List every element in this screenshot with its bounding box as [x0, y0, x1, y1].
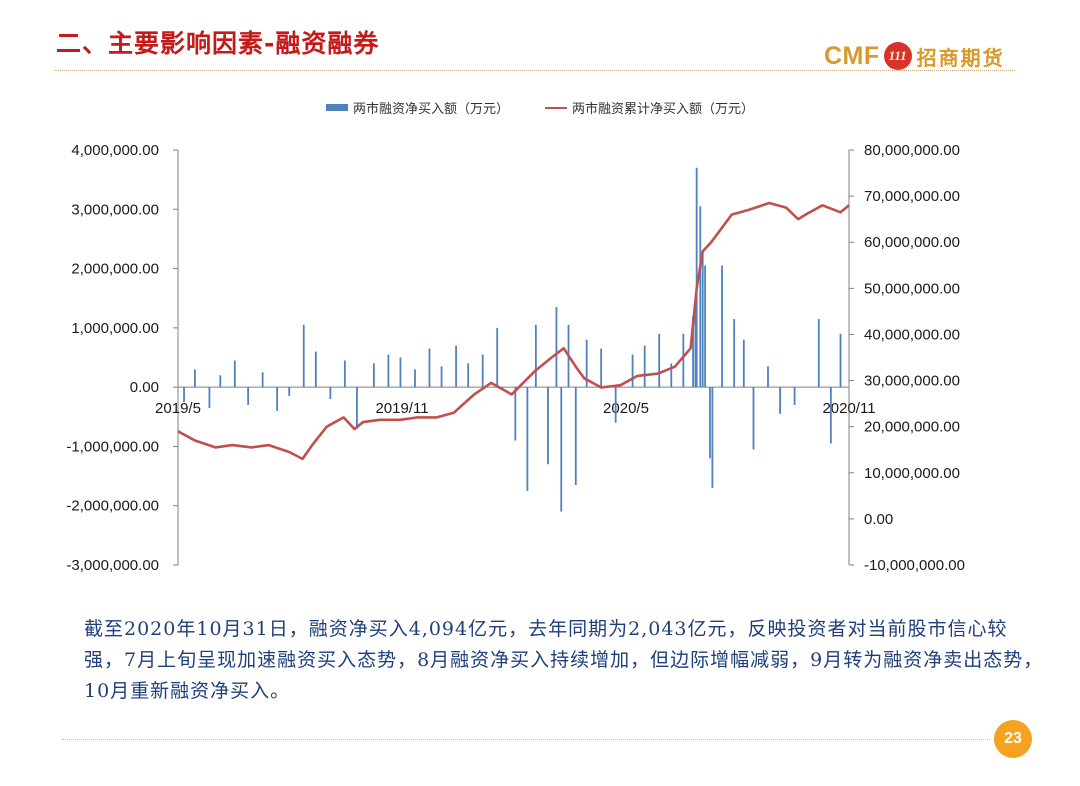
right-axis-tick-label: 70,000,000.00: [864, 188, 960, 205]
bar-net-purchase: [302, 324, 305, 388]
bar-net-purchase: [233, 360, 236, 388]
bar-net-purchase: [704, 265, 707, 388]
bar-net-purchase: [183, 387, 185, 402]
legend-bar-swatch: [325, 104, 348, 111]
left-axis-tick-label: 1,000,000.00: [71, 320, 159, 337]
right-axis-tick-label: 10,000,000.00: [864, 465, 960, 482]
bar-net-purchase: [428, 348, 431, 388]
bar-net-purchase: [631, 354, 634, 388]
bar-net-purchase: [829, 387, 832, 444]
bar-net-purchase: [711, 387, 714, 488]
left-axis-tick-label: -2,000,000.00: [66, 498, 159, 515]
left-axis-tick-label: -1,000,000.00: [66, 438, 159, 455]
bar-net-purchase: [208, 387, 211, 408]
right-axis-tick-label: 20,000,000.00: [864, 419, 960, 436]
bar-net-purchase: [496, 327, 499, 388]
bar-net-purchase: [817, 318, 820, 388]
bar-net-purchase: [526, 387, 529, 491]
line-cumulative-purchase: [177, 201, 850, 461]
x-axis-tick-label: 2020/5: [603, 400, 649, 417]
legend-line-swatch: [545, 106, 567, 109]
legend-item-line: 两市融资累计净买入额（万元）: [545, 98, 754, 117]
summary-paragraph: 截至2020年10月31日，融资净买入4,094亿元，去年同期为2,043亿元，…: [84, 618, 1044, 702]
bar-net-purchase: [314, 351, 317, 388]
bar-net-purchase: [276, 387, 279, 411]
financing-chart: 4,000,000.00 3,000,000.00 2,000,000.00 1,00…: [66, 142, 965, 574]
bar-net-purchase: [793, 387, 796, 405]
bar-net-purchase: [329, 387, 332, 399]
bar-net-purchase: [692, 316, 694, 388]
bar-net-purchase: [600, 348, 603, 388]
bar-net-purchase: [455, 345, 457, 388]
bar-net-purchase: [733, 318, 736, 388]
left-axis-tick-label: 4,000,000.00: [71, 142, 159, 159]
right-axis-tick-label: 60,000,000.00: [864, 234, 960, 251]
bar-net-purchase: [709, 387, 711, 459]
right-axis-tick-label: 30,000,000.00: [864, 373, 960, 390]
bar-net-purchase: [399, 357, 402, 388]
bar-net-purchase: [614, 387, 617, 423]
bar-net-purchase: [467, 363, 470, 388]
bar-net-purchase: [701, 250, 704, 388]
bar-net-purchase: [343, 360, 346, 388]
bar-net-purchase: [721, 265, 723, 388]
bar-net-purchase: [387, 354, 390, 388]
legend-item-bar: 两市融资净买入额（万元）: [325, 98, 509, 117]
company-logo: CMF 111 招商期货: [824, 40, 1005, 72]
bar-net-purchase: [695, 167, 698, 388]
bar-net-purchase: [839, 333, 842, 388]
bar-net-purchase: [194, 369, 196, 388]
bar-net-purchase: [742, 339, 745, 388]
right-axis-tick-label: 0.00: [864, 511, 893, 528]
bar-net-purchase: [574, 387, 577, 485]
right-axis-tick-label: 40,000,000.00: [864, 326, 960, 343]
bar-net-purchase: [372, 363, 375, 388]
bar-net-purchase: [658, 333, 661, 388]
bar-net-purchase: [261, 372, 264, 388]
x-axis-tick-label: 2020/11: [822, 400, 875, 417]
x-axis-tick-label: 2019/5: [155, 400, 201, 417]
left-axis-tick-label: 3,000,000.00: [71, 201, 159, 218]
right-axis-tick-label: 50,000,000.00: [864, 280, 960, 297]
page-number-badge: 23: [994, 720, 1032, 758]
right-axis-tick-label: 80,000,000.00: [864, 142, 960, 159]
bar-net-purchase: [670, 363, 673, 388]
page-title: 二、主要影响因素-融资融券: [56, 29, 380, 58]
bar-net-purchase: [481, 354, 484, 388]
bar-net-purchase: [585, 339, 588, 388]
bar-net-purchase: [534, 324, 537, 388]
bar-net-purchase: [514, 387, 517, 441]
legend-bar-label: 两市融资净买入额（万元）: [352, 102, 509, 117]
bar-net-purchase: [694, 304, 697, 388]
left-axis-tick-label: 0.00: [130, 379, 159, 396]
bar-net-purchase: [440, 366, 443, 388]
bar-net-purchase: [682, 333, 685, 388]
bar-net-purchase: [752, 387, 755, 450]
bar-net-purchase: [699, 206, 702, 388]
bar-net-purchase: [414, 369, 416, 388]
logo-company-name: 招商期货: [916, 45, 1005, 70]
left-axis-tick-label: 2,000,000.00: [71, 261, 159, 278]
footer-divider: [62, 739, 990, 740]
bar-net-purchase: [547, 387, 549, 465]
bar-net-purchase: [767, 366, 769, 388]
bar-net-purchase: [288, 387, 291, 397]
title-divider: [55, 70, 1015, 71]
legend-line-label: 两市融资累计净买入额（万元）: [572, 102, 755, 117]
left-axis-tick-label: -3,000,000.00: [66, 557, 159, 574]
bar-net-purchase: [555, 307, 558, 388]
logo-emblem-icon: 111: [883, 42, 912, 70]
bar-net-purchase: [247, 387, 250, 405]
bar-net-purchase: [560, 387, 563, 512]
logo-cmf-text: CMF: [824, 41, 880, 70]
chart-legend: 两市融资净买入额（万元） 两市融资累计净买入额（万元）: [0, 98, 1080, 117]
bar-net-purchase: [356, 387, 358, 429]
bar-net-purchase: [779, 387, 781, 414]
bar-net-purchase: [219, 375, 222, 388]
right-axis-tick-label: -10,000,000.00: [864, 557, 965, 574]
bar-net-purchase: [643, 345, 646, 388]
x-axis-tick-label: 2019/11: [375, 400, 428, 417]
